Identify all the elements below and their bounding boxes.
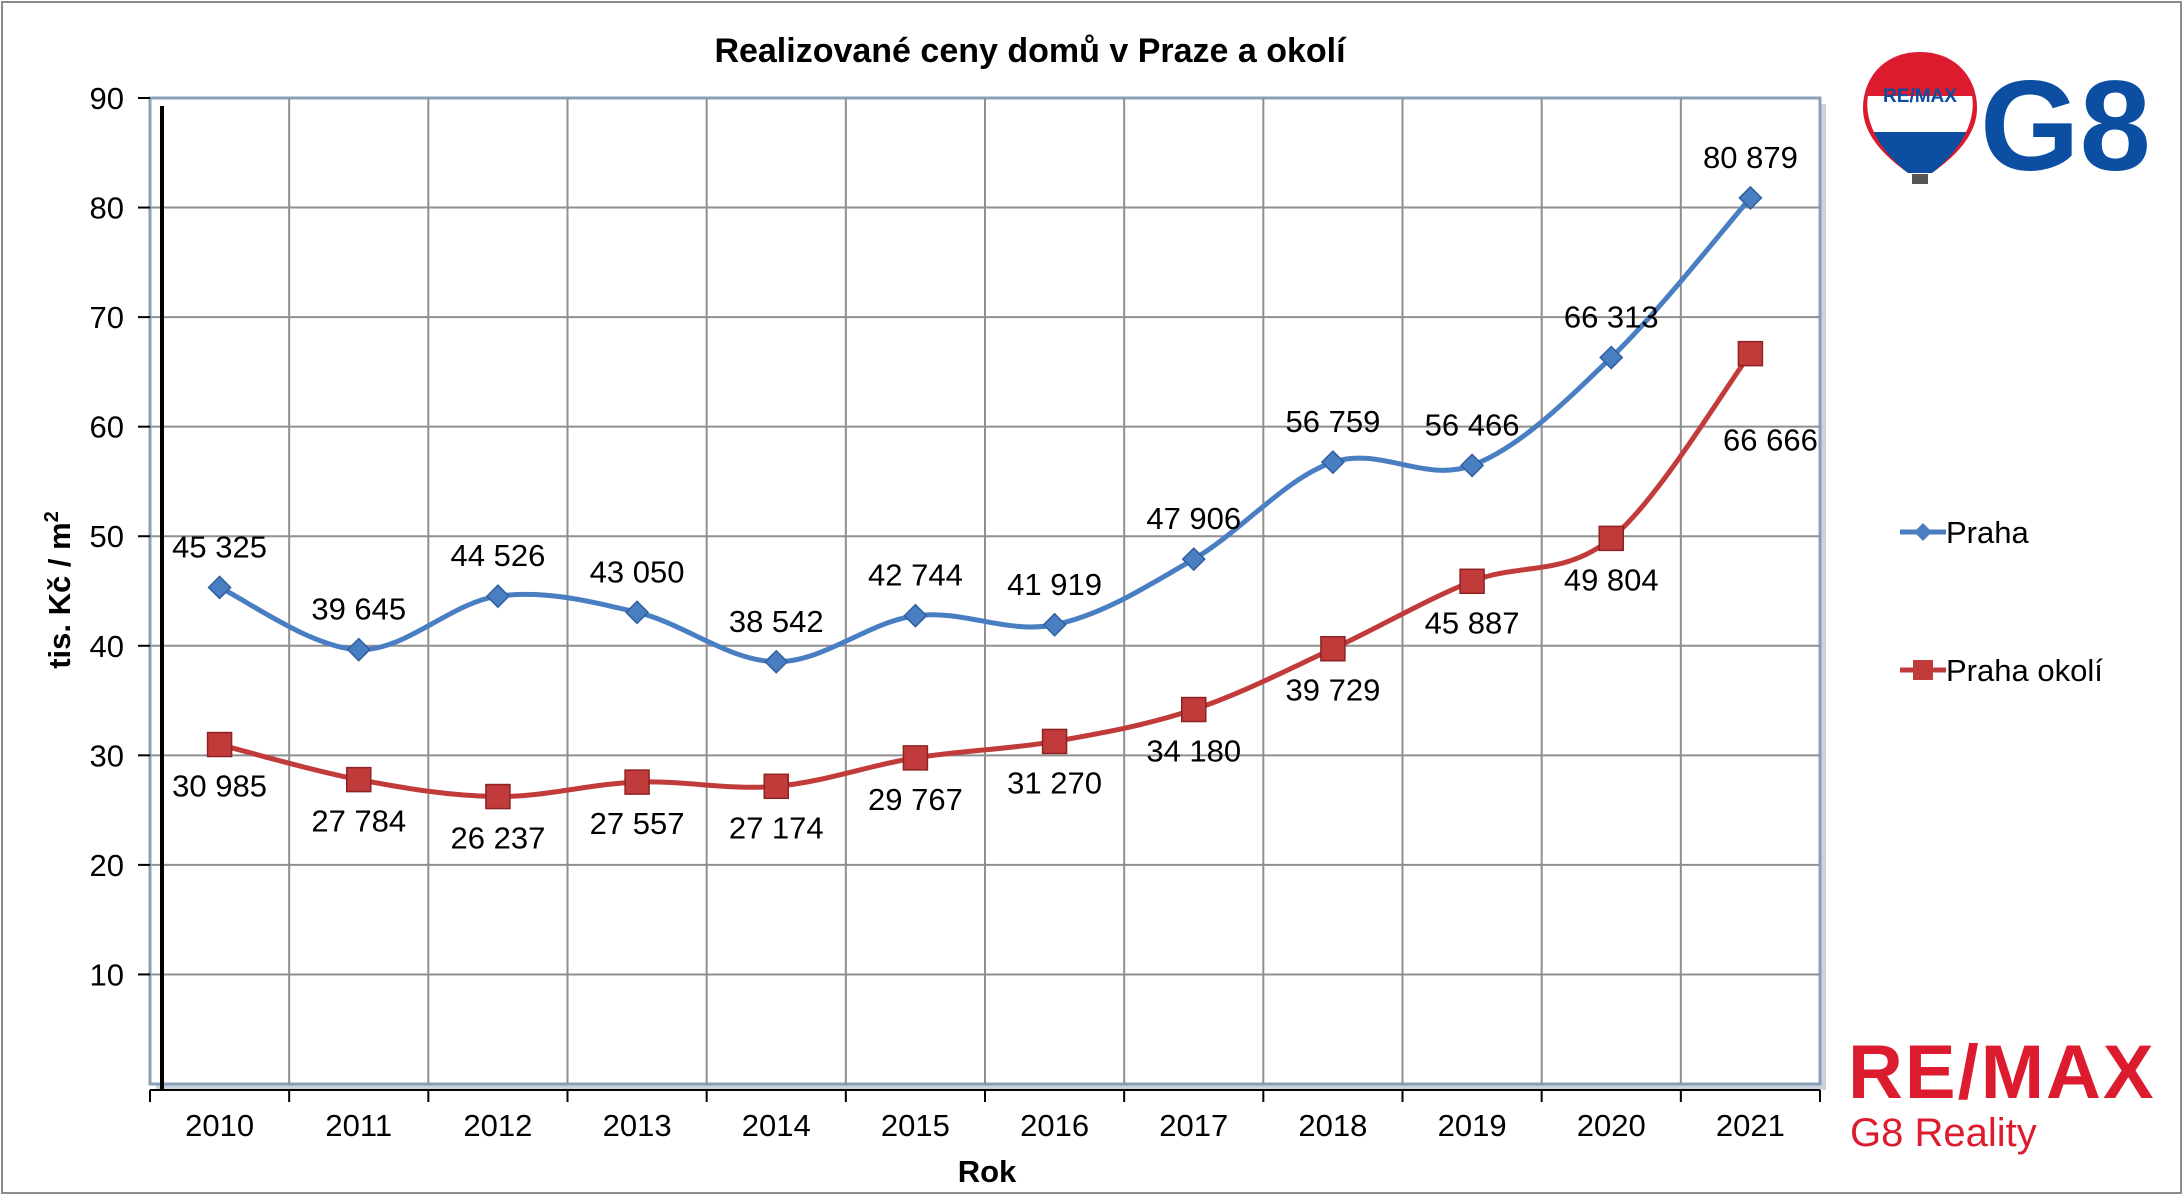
y-axis-title: tis. Kč / m2 (41, 511, 77, 669)
point-praha-okol--2013 (624, 769, 650, 795)
y-tick-label-10: 10 (90, 957, 124, 992)
y-tick-label-90: 90 (90, 81, 124, 116)
g8-reality-text: G8 Reality (1850, 1111, 2037, 1155)
data-label-praha-2019: 56 466 (1425, 407, 1520, 442)
point-praha-okol--2014 (763, 773, 789, 800)
point-praha-2012 (485, 584, 510, 609)
x-tick-label-2012: 2012 (463, 1108, 532, 1143)
data-label-praha-okol--2019: 45 887 (1425, 605, 1520, 640)
legend-marker-praha (1914, 523, 1932, 541)
balloon-label: RE/MAX (1883, 86, 1957, 107)
x-tick-label-2011: 2011 (325, 1108, 392, 1143)
legend: Praha Praha okolí (1900, 515, 2103, 688)
data-label-praha-okol--2010: 30 985 (172, 769, 267, 804)
data-label-praha-okol--2016: 31 270 (1007, 765, 1102, 800)
point-praha-2016 (1042, 612, 1067, 637)
x-tick-label-2019: 2019 (1438, 1108, 1507, 1143)
y-tick-label-50: 50 (90, 519, 124, 554)
data-label-praha-2017: 47 906 (1146, 501, 1241, 536)
point-praha-2021 (1738, 185, 1763, 210)
point-praha-okol--2015 (902, 745, 929, 771)
series-line-praha (218, 196, 1753, 665)
remax-wordmark: RE/MAX (1848, 1030, 2156, 1115)
series-layer (206, 185, 1764, 810)
x-tick-label-2016: 2016 (1020, 1108, 1089, 1143)
point-praha-2017 (1181, 547, 1206, 572)
x-tick-label-2010: 2010 (185, 1108, 254, 1143)
point-praha-okol--2011 (346, 766, 372, 793)
point-praha-2014 (764, 649, 789, 674)
data-label-praha-2016: 41 919 (1007, 567, 1102, 602)
x-tick-label-2018: 2018 (1298, 1108, 1367, 1143)
point-praha-2018 (1320, 450, 1345, 475)
remax-g8-logo: RE/MAX G8 (1863, 52, 2151, 198)
data-label-praha-2018: 56 759 (1286, 404, 1381, 439)
data-label-praha-okol--2017: 34 180 (1146, 734, 1241, 769)
data-label-praha-okol--2014: 27 174 (729, 810, 824, 845)
point-praha-2020 (1599, 345, 1624, 370)
data-label-praha-okol--2020: 49 804 (1564, 562, 1659, 597)
point-praha-okol--2021 (1737, 340, 1764, 367)
y-axis-title-main: tis. Kč / m (42, 522, 77, 668)
data-label-praha-2021: 80 879 (1703, 140, 1798, 175)
y-tick-label-40: 40 (90, 629, 124, 664)
data-label-praha-2013: 43 050 (590, 554, 685, 589)
legend-marker-praha-okol- (1913, 660, 1933, 680)
balloon-icon: RE/MAX (1863, 52, 1977, 184)
y-tick-label-30: 30 (90, 738, 124, 773)
remax-brand-bottom: RE/MAX G8 Reality (1848, 1030, 2156, 1155)
legend-label-praha: Praha (1946, 515, 2029, 550)
data-label-praha-okol--2015: 29 767 (868, 782, 963, 817)
data-label-praha-2015: 42 744 (868, 558, 963, 593)
data-label-praha-2014: 38 542 (729, 604, 824, 639)
point-praha-2011 (346, 637, 371, 662)
point-praha-okol--2019 (1459, 568, 1485, 595)
data-label-praha-okol--2018: 39 729 (1286, 673, 1381, 708)
point-praha-2010 (207, 575, 232, 600)
data-label-praha-okol--2012: 26 237 (451, 821, 546, 856)
legend-label-praha-okol-: Praha okolí (1946, 653, 2103, 688)
data-label-praha-2010: 45 325 (172, 529, 267, 564)
point-praha-2013 (625, 600, 650, 625)
data-label-praha-okol--2021: 66 666 (1723, 423, 1818, 458)
x-tick-label-2015: 2015 (881, 1108, 950, 1143)
point-praha-okol--2010 (206, 731, 233, 758)
x-tick-label-2014: 2014 (742, 1108, 811, 1143)
point-praha-okol--2012 (485, 783, 511, 810)
y-axis-title-superscript: 2 (41, 511, 63, 522)
data-label-praha-2020: 66 313 (1564, 300, 1659, 335)
y-tick-label-70: 70 (90, 300, 124, 335)
x-tick-label-2017: 2017 (1159, 1108, 1228, 1143)
data-label-layer: 45 325 39 645 44 526 43 050 38 542 42 744 41 9… (172, 140, 1818, 856)
axis-layer: 10 20 30 40 50 60 70 80 90 2010 2011 2012 2013 2014 20… (90, 81, 1821, 1143)
g8-logo-text: G8 (1980, 55, 2151, 198)
data-label-praha-2012: 44 526 (451, 538, 546, 573)
y-tick-label-80: 80 (90, 191, 124, 226)
point-praha-okol--2018 (1320, 635, 1346, 662)
point-praha-okol--2016 (1041, 728, 1068, 755)
chart-title: Realizované ceny domů v Praze a okolí (714, 32, 1347, 70)
point-praha-2015 (903, 603, 928, 628)
point-praha-okol--2020 (1598, 525, 1624, 552)
y-tick-label-60: 60 (90, 410, 124, 445)
y-tick-label-20: 20 (90, 848, 124, 883)
data-label-praha-okol--2011: 27 784 (311, 804, 406, 839)
point-praha-2019 (1460, 453, 1485, 478)
grid-layer (150, 98, 1820, 1084)
point-praha-okol--2017 (1181, 696, 1207, 723)
x-axis-title: Rok (958, 1154, 1017, 1189)
data-label-praha-2011: 39 645 (311, 592, 406, 627)
x-tick-label-2020: 2020 (1577, 1108, 1646, 1143)
x-tick-label-2013: 2013 (603, 1108, 672, 1143)
x-tick-label-2021: 2021 (1716, 1108, 1785, 1143)
data-label-praha-okol--2013: 27 557 (590, 806, 685, 841)
